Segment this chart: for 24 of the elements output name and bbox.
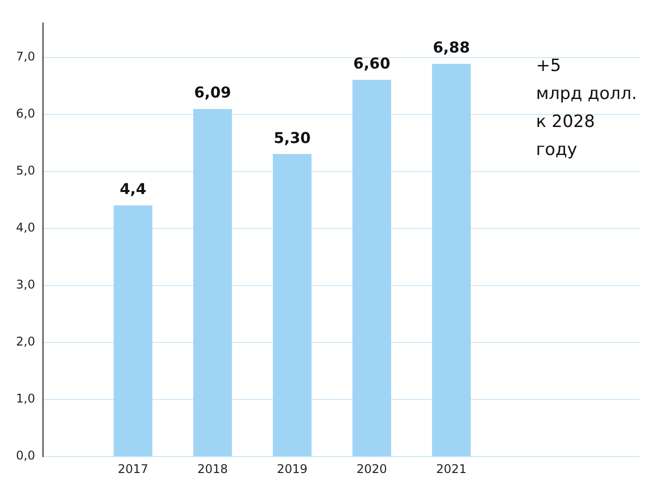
x-tick-label: 2020 <box>356 462 388 476</box>
y-tick-label: 0,0 <box>16 448 36 463</box>
text: +5 млрд долл. к 2028 году <box>536 55 638 162</box>
data-label: 6,60 <box>353 54 390 73</box>
y-tick-label: 7,0 <box>16 50 36 64</box>
bar <box>114 205 152 456</box>
y-tick-label: 3,0 <box>16 278 36 292</box>
x-tick-label: 2018 <box>197 462 228 476</box>
data-label: 6,88 <box>432 38 470 57</box>
data-label: 4,4 <box>120 180 146 198</box>
y-tick-label: 6,0 <box>16 106 36 121</box>
data-label: 6,09 <box>194 84 232 102</box>
data-label: 5,30 <box>274 128 311 147</box>
x-tick-label: 2019 <box>276 462 308 476</box>
x-tick-label: 2021 <box>436 462 467 476</box>
bar <box>352 80 392 456</box>
y-tick-label: 5,0 <box>16 164 36 178</box>
bar <box>193 108 232 456</box>
bar <box>272 154 312 456</box>
bar <box>432 64 471 456</box>
y-tick-label: 1,0 <box>16 392 36 406</box>
y-tick-label: 2,0 <box>16 334 36 349</box>
x-tick-label: 2017 <box>118 462 148 476</box>
y-tick-label: 4,0 <box>16 220 36 235</box>
